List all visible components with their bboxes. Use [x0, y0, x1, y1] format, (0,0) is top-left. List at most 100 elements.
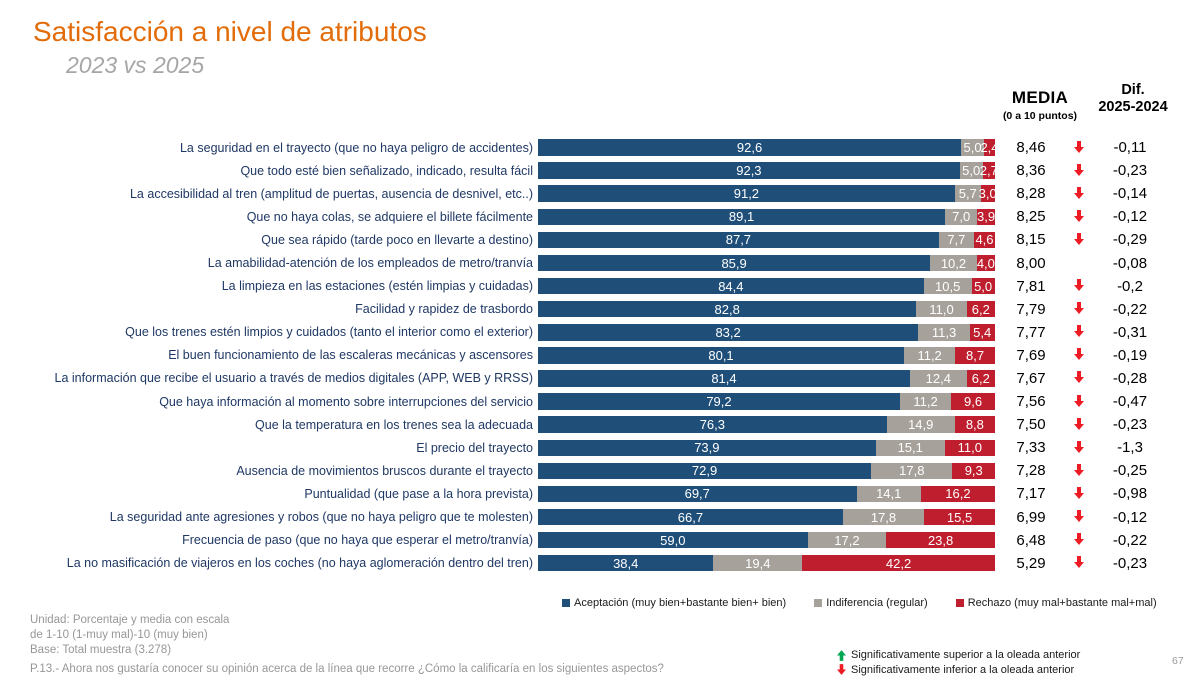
question-text: P.13.- Ahora nos gustaría conocer su opi…	[30, 663, 664, 675]
media-value: 8,00	[1016, 254, 1046, 272]
aceptacion-segment: 80,1	[538, 347, 905, 364]
rechazo-segment: 8,8	[954, 416, 995, 433]
stacked-bar: 69,7 14,1 16,2	[538, 485, 995, 503]
table-row: Facilidad y rapidez de trasbordo 82,8 11,0…	[0, 298, 1200, 321]
table-row: Ausencia de movimientos bruscos durante …	[0, 459, 1200, 482]
aceptacion-value: 76,3	[699, 417, 725, 433]
attribute-label: Ausencia de movimientos bruscos durante …	[236, 463, 533, 478]
attribute-label: Que todo esté bien señalizado, indicado,…	[240, 163, 533, 178]
indiferencia-value: 11,0	[929, 301, 954, 317]
aceptacion-value: 69,7	[684, 486, 710, 502]
significance-down-arrow-icon	[1067, 394, 1091, 410]
media-value: 8,36	[1016, 162, 1046, 180]
indiferencia-segment: 10,2	[930, 254, 977, 272]
legend-item-aceptacion: Aceptación (muy bien+bastante bien+ bien…	[562, 597, 786, 609]
indiferencia-segment: 17,2	[807, 531, 887, 549]
column-header-media: MEDIA	[1011, 88, 1069, 107]
significance-down-arrow-icon	[1067, 186, 1091, 202]
aceptacion-value: 82,8	[714, 301, 740, 317]
aceptacion-value: 81,4	[711, 370, 737, 386]
aceptacion-value: 80,1	[708, 347, 734, 363]
significance-down-arrow-icon	[1067, 440, 1091, 456]
media-value: 7,67	[1016, 369, 1046, 387]
stacked-bar: 72,9 17,8 9,3	[538, 462, 995, 480]
table-row: La limpieza en las estaciones (estén lim…	[0, 275, 1200, 298]
dif-value: -1,3	[1117, 439, 1143, 457]
footnote-unit-line2: de 1-10 (1-muy mal)-10 (muy bien)	[30, 629, 208, 641]
aceptacion-value: 83,2	[715, 324, 741, 340]
aceptacion-value: 73,9	[694, 440, 720, 456]
stacked-bar: 59,0 17,2 23,8	[538, 531, 995, 549]
indiferencia-value: 10,5	[935, 278, 961, 294]
rechazo-segment: 5,4	[969, 324, 995, 341]
significance-down-arrow-icon	[1067, 486, 1091, 502]
table-row: La información que recibe el usuario a t…	[0, 367, 1200, 390]
indiferencia-segment: 11,0	[916, 300, 967, 318]
legend-label: Indiferencia (regular)	[826, 597, 928, 609]
table-row: La no masificación de viajeros en los co…	[0, 552, 1200, 575]
indiferencia-swatch-icon	[814, 599, 823, 607]
table-row: Que haya información al momento sobre in…	[0, 390, 1200, 413]
significance-inferior-label: Significativamente inferior a la oleada …	[851, 663, 1075, 676]
aceptacion-segment: 59,0	[538, 531, 808, 549]
media-value: 7,81	[1016, 277, 1046, 295]
stacked-bar: 92,6 5,0 2,4	[538, 139, 995, 156]
no-arrow	[1067, 255, 1091, 271]
attribute-label: El buen funcionamiento de las escaleras …	[168, 348, 533, 363]
media-value: 7,50	[1016, 416, 1046, 434]
aceptacion-value: 89,1	[728, 209, 755, 225]
indiferencia-segment: 5,0	[961, 139, 985, 156]
indiferencia-segment: 5,0	[959, 162, 983, 179]
aceptacion-value: 85,9	[721, 255, 747, 271]
table-row: Frecuencia de paso (que no haya que espe…	[0, 529, 1200, 552]
indiferencia-value: 17,2	[834, 532, 860, 548]
indiferencia-segment: 7,7	[938, 231, 974, 249]
aceptacion-value: 92,6	[736, 140, 763, 156]
dif-value: -0,31	[1112, 323, 1148, 341]
aceptacion-value: 79,2	[706, 394, 732, 410]
table-row: La amabilidad-atención de los empleados …	[0, 251, 1200, 274]
aceptacion-segment: 76,3	[538, 416, 887, 433]
aceptacion-segment: 72,9	[538, 462, 872, 480]
dif-value: -0,25	[1112, 462, 1148, 480]
media-value: 5,29	[1016, 554, 1046, 572]
table-row: Que sea rápido (tarde poco en llevarte a…	[0, 228, 1200, 251]
column-header-media-scale: (0 a 10 puntos)	[1002, 110, 1078, 122]
stacked-bar-chart: La seguridad en el trayecto (que no haya…	[0, 136, 1200, 575]
footnote-base: Base: Total muestra (3.278)	[30, 644, 172, 656]
significance-down-arrow-icon	[1067, 417, 1091, 433]
media-value: 7,33	[1016, 439, 1046, 457]
indiferencia-value: 15,1	[897, 440, 923, 456]
indiferencia-value: 12,4	[925, 370, 951, 386]
dif-value: -0,19	[1112, 346, 1148, 364]
dif-value: -0,2	[1117, 277, 1143, 295]
indiferencia-segment: 11,2	[904, 347, 956, 364]
attribute-label: Facilidad y rapidez de trasbordo	[355, 302, 533, 317]
stacked-bar: 81,4 12,4 6,2	[538, 370, 995, 387]
dif-value: -0,12	[1112, 508, 1148, 526]
aceptacion-value: 59,0	[660, 532, 686, 548]
rechazo-segment: 9,6	[951, 393, 995, 410]
table-row: Que la temperatura en los trenes sea la …	[0, 413, 1200, 436]
indiferencia-value: 14,9	[908, 417, 934, 433]
rechazo-value: 3,0	[978, 186, 995, 202]
significance-down-arrow-icon	[1067, 232, 1091, 248]
aceptacion-segment: 83,2	[538, 324, 919, 341]
stacked-bar: 91,2 5,7 3,0	[538, 185, 995, 202]
attribute-label: La limpieza en las estaciones (estén lim…	[221, 279, 533, 294]
dif-value: -0,11	[1113, 139, 1147, 157]
rechazo-segment: 3,9	[977, 208, 995, 226]
media-value: 7,77	[1016, 323, 1046, 341]
aceptacion-segment: 38,4	[538, 554, 714, 572]
media-value: 8,28	[1016, 185, 1046, 203]
aceptacion-segment: 66,7	[538, 508, 843, 526]
attribute-label: La amabilidad-atención de los empleados …	[207, 256, 533, 271]
indiferencia-segment: 17,8	[842, 508, 925, 526]
indiferencia-value: 7,0	[952, 209, 971, 225]
attribute-label: Que la temperatura en los trenes sea la …	[255, 417, 533, 432]
indiferencia-value: 5,0	[963, 140, 982, 156]
stacked-bar: 66,7 17,8 15,5	[538, 508, 995, 526]
dif-value: -0,08	[1112, 254, 1148, 272]
dif-value: -0,22	[1112, 531, 1148, 549]
dif-value: -0,23	[1112, 554, 1148, 572]
